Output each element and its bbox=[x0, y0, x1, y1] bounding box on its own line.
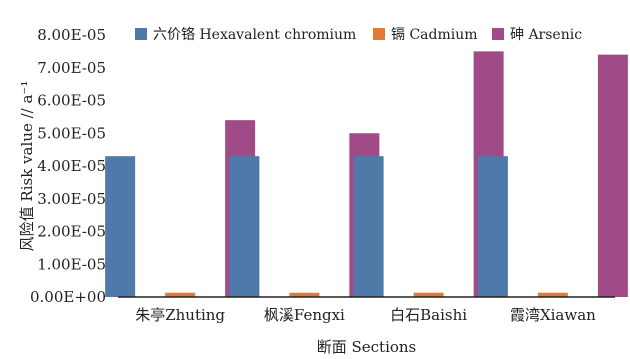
legend-swatch bbox=[135, 28, 147, 40]
y-axis-title: 风险值 Risk value // a⁻¹ bbox=[18, 81, 36, 252]
legend-label: 六价铬 Hexavalent chromium bbox=[153, 27, 356, 43]
y-tick-label: 0.00E+00 bbox=[30, 288, 106, 306]
bar bbox=[165, 292, 196, 297]
bar bbox=[289, 292, 320, 297]
y-tick-label: 6.00E-05 bbox=[37, 92, 106, 110]
x-category-label: 霞湾Xiawan bbox=[510, 306, 596, 324]
bar bbox=[413, 292, 444, 297]
legend-swatch bbox=[492, 28, 504, 40]
y-tick-label: 7.00E-05 bbox=[37, 59, 106, 77]
y-tick-label: 2.00E-05 bbox=[37, 223, 106, 241]
x-axis-title: 断面 Sections bbox=[317, 338, 417, 356]
y-tick-label: 8.00E-05 bbox=[37, 26, 106, 44]
x-category-label: 枫溪Fengxi bbox=[264, 306, 345, 324]
bar bbox=[105, 156, 136, 297]
bar bbox=[229, 156, 260, 297]
y-tick-label: 3.00E-05 bbox=[37, 190, 106, 208]
bars bbox=[105, 51, 628, 298]
y-tick-label: 1.00E-05 bbox=[37, 255, 106, 273]
x-axis-labels: 朱亭Zhuting 枫溪Fengxi 白石Baishi 霞湾Xiawan bbox=[135, 306, 596, 324]
bar bbox=[597, 54, 628, 298]
legend-label: 镉 Cadmium bbox=[391, 27, 478, 43]
bar bbox=[353, 156, 384, 297]
legend-label: 砷 Arsenic bbox=[510, 27, 582, 43]
bar bbox=[477, 156, 508, 297]
legend: 六价铬 Hexavalent chromium 镉 Cadmium 砷 Arseni… bbox=[135, 27, 582, 43]
y-tick-label: 4.00E-05 bbox=[37, 157, 106, 175]
x-category-label: 白石Baishi bbox=[390, 306, 467, 324]
legend-swatch bbox=[373, 28, 385, 40]
y-axis-ticks: 0.00E+00 1.00E-05 2.00E-05 3.00E-05 4.00E-05… bbox=[30, 26, 106, 306]
x-category-label: 朱亭Zhuting bbox=[135, 306, 225, 324]
bar bbox=[537, 292, 568, 297]
y-tick-label: 5.00E-05 bbox=[37, 124, 106, 142]
